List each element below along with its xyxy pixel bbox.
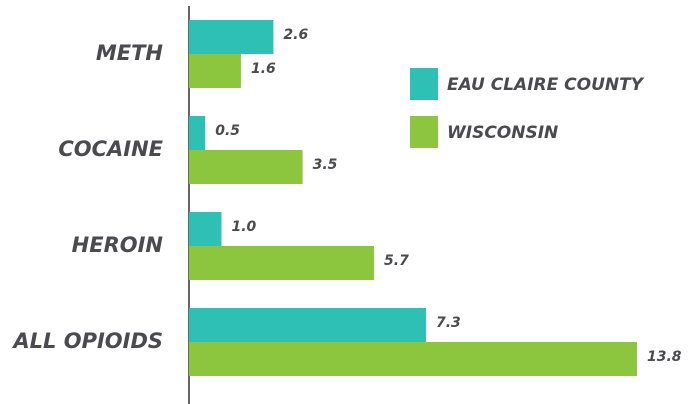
value-label: 1.6 xyxy=(251,61,276,77)
bar xyxy=(189,20,274,54)
bar xyxy=(189,246,375,280)
value-label: 5.7 xyxy=(384,253,409,269)
category-label: COCAINE xyxy=(58,137,163,161)
legend-label: EAU CLAIRE COUNTY xyxy=(447,75,645,95)
legend-swatch xyxy=(410,116,438,148)
category-label: HEROIN xyxy=(72,233,164,257)
bar xyxy=(189,308,426,342)
category-label: ALL OPIOIDS xyxy=(11,329,163,353)
value-label: 0.5 xyxy=(215,123,240,139)
bar xyxy=(189,54,241,88)
bar xyxy=(189,342,638,376)
value-label: 13.8 xyxy=(647,349,682,365)
value-label: 1.0 xyxy=(231,219,256,235)
value-label: 3.5 xyxy=(313,157,338,173)
bar xyxy=(189,212,222,246)
legend-swatch xyxy=(410,68,438,100)
category-label: METH xyxy=(96,41,164,65)
bar xyxy=(189,150,303,184)
value-label: 2.6 xyxy=(283,27,308,43)
legend-label: WISCONSIN xyxy=(447,123,558,143)
bar xyxy=(189,116,206,150)
value-label: 7.3 xyxy=(436,315,461,331)
